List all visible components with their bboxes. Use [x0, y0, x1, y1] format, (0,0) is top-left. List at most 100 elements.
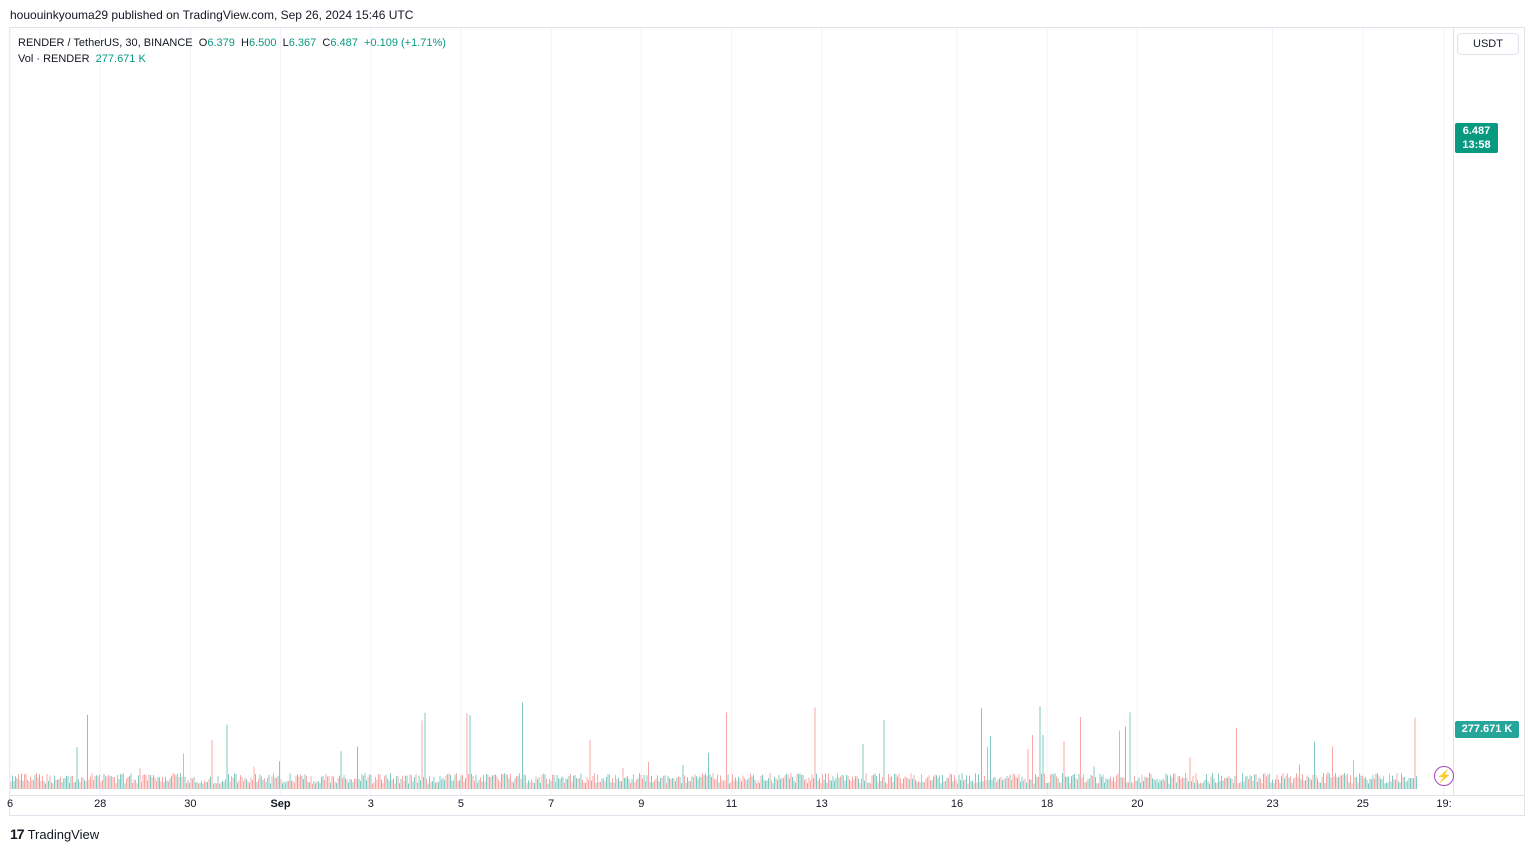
volume-bar [817, 780, 819, 789]
volume-bar [864, 780, 865, 789]
volume-bar [1348, 782, 1350, 789]
volume-bar [1098, 783, 1099, 789]
volume-bar [51, 782, 52, 789]
volume-bar [306, 775, 307, 789]
volume-bar [789, 778, 790, 789]
volume-bar [727, 774, 729, 789]
tradingview-logo[interactable]: 17 TradingView [10, 826, 99, 842]
volume-bar [1234, 775, 1236, 789]
volume-bar [1164, 780, 1165, 789]
volume-bar [1063, 741, 1065, 789]
volume-bar [1099, 773, 1101, 789]
volume-bar [274, 777, 276, 789]
volume-bar [684, 775, 685, 789]
volume-bar [858, 778, 859, 789]
volume-bar [546, 779, 547, 789]
volume-bar [1242, 773, 1243, 789]
legend-vol-label[interactable]: Vol · RENDER [18, 53, 90, 65]
volume-bar [495, 774, 496, 789]
price-scale-divider [1453, 28, 1454, 796]
volume-bar [768, 778, 769, 789]
volume-bar [646, 775, 648, 789]
volume-bar [1312, 774, 1314, 789]
volume-bar [964, 779, 966, 789]
volume-bar [396, 776, 397, 789]
volume-bar [153, 774, 154, 789]
volume-bar [217, 776, 219, 789]
volume-bar [1203, 782, 1204, 789]
volume-bar [1011, 780, 1012, 789]
volume-bar [718, 782, 720, 789]
volume-bar [201, 780, 202, 789]
volume-bar [66, 775, 67, 789]
volume-bar [976, 782, 978, 789]
x-tick-label: 3 [368, 798, 374, 810]
volume-bar [555, 781, 556, 789]
volume-bar [75, 781, 76, 789]
volume-bar [150, 774, 151, 789]
volume-bar [502, 773, 504, 789]
volume-bar [1047, 783, 1048, 789]
volume-bar [594, 773, 595, 789]
volume-bar [1254, 774, 1255, 789]
volume-bar [24, 773, 25, 789]
volume-bar [850, 781, 852, 789]
volume-bar [733, 780, 735, 789]
volume-bar [570, 774, 571, 789]
volume-bar [259, 774, 261, 789]
volume-bar [1383, 776, 1384, 789]
volume-bar [354, 778, 355, 789]
volume-bar [315, 783, 316, 789]
volume-bar [1252, 780, 1254, 789]
volume-bar [732, 774, 733, 789]
last-price-value: 6.487 [1462, 125, 1491, 137]
volume-bar [1299, 764, 1300, 789]
volume-bar [1153, 779, 1155, 789]
volume-bar [540, 782, 541, 789]
last-volume-label: 277.671 K [1455, 721, 1519, 738]
volume-bar [1186, 777, 1188, 789]
volume-bar [151, 777, 153, 789]
lightning-icon[interactable]: ⚡ [1434, 766, 1454, 786]
volume-bar [172, 773, 174, 789]
legend-symbol[interactable]: RENDER / TetherUS, 30, BINANCE [18, 37, 193, 49]
x-tick-label: 19: [1436, 798, 1451, 810]
volume-bar [616, 779, 618, 789]
volume-bar [625, 777, 627, 789]
x-axis: 6 28 30 Sep 3 5 7 9 11 13 16 18 20 23 25 19: [7, 798, 1452, 810]
volume-bar [874, 773, 876, 789]
volume-bar [708, 752, 709, 789]
volume-bar [261, 776, 262, 789]
volume-bar [175, 775, 177, 789]
volume-bar [544, 774, 546, 789]
volume-bar [1122, 777, 1123, 789]
volume-bar [1087, 778, 1089, 789]
volume-bar [373, 782, 375, 789]
volume-bar [447, 774, 448, 789]
volume-bar [790, 773, 792, 789]
volume-bar [180, 773, 181, 789]
volume-bar [1353, 760, 1354, 789]
volume-bar [1246, 775, 1248, 789]
volume-bar [691, 776, 693, 789]
volume-bar [921, 774, 922, 789]
volume-bar [49, 775, 51, 789]
volume-bar [168, 781, 169, 789]
volume-bar [961, 773, 963, 789]
volume-bar [1141, 774, 1143, 789]
bar-countdown: 13:58 [1462, 139, 1491, 151]
volume-bar [1090, 774, 1092, 789]
volume-bar [1015, 776, 1017, 789]
volume-bar [361, 774, 363, 789]
volume-bar [571, 781, 573, 789]
volume-bar [693, 777, 694, 789]
volume-bar [264, 778, 265, 789]
volume-bar [309, 782, 310, 789]
volume-bar [237, 782, 238, 789]
volume-bar [835, 778, 837, 789]
volume-bar [1302, 774, 1303, 789]
volume-bar [868, 782, 870, 789]
volume-bar [37, 777, 39, 789]
currency-button[interactable]: USDT [1457, 33, 1519, 55]
